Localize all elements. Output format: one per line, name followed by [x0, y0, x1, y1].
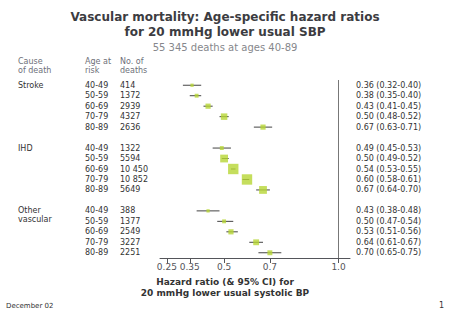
- svg-text:0.36 (0.32-0.40): 0.36 (0.32-0.40): [356, 81, 421, 90]
- svg-text:50-59: 50-59: [85, 217, 108, 226]
- svg-text:2939: 2939: [120, 102, 140, 111]
- svg-text:80-89: 80-89: [85, 185, 108, 194]
- svg-text:50-59: 50-59: [85, 91, 108, 100]
- svg-text:2251: 2251: [120, 248, 140, 257]
- svg-text:80-89: 80-89: [85, 123, 108, 132]
- svg-text:50-59: 50-59: [85, 154, 108, 163]
- svg-text:0.67 (0.63-0.71): 0.67 (0.63-0.71): [356, 123, 421, 132]
- svg-text:80-89: 80-89: [85, 248, 108, 257]
- svg-text:1.0: 1.0: [331, 262, 346, 272]
- svg-text:20 mmHg lower usual systolic B: 20 mmHg lower usual systolic BP: [141, 288, 310, 298]
- svg-text:No. of: No. of: [120, 57, 144, 66]
- svg-text:10 852: 10 852: [120, 175, 148, 184]
- svg-text:December 02: December 02: [6, 302, 53, 310]
- svg-text:10 450: 10 450: [120, 165, 148, 174]
- svg-text:60-69: 60-69: [85, 227, 108, 236]
- svg-text:40-49: 40-49: [85, 206, 108, 215]
- svg-text:40-49: 40-49: [85, 81, 108, 90]
- svg-text:0.53 (0.51-0.56): 0.53 (0.51-0.56): [356, 227, 421, 236]
- svg-text:deaths: deaths: [120, 66, 147, 75]
- svg-text:0.43 (0.41-0.45): 0.43 (0.41-0.45): [356, 102, 421, 111]
- svg-text:of death: of death: [18, 66, 51, 75]
- svg-text:70-79: 70-79: [85, 112, 108, 121]
- svg-text:1372: 1372: [120, 91, 140, 100]
- svg-text:5649: 5649: [120, 185, 140, 194]
- svg-text:0.60 (0.58-0.61): 0.60 (0.58-0.61): [356, 175, 421, 184]
- svg-text:0.43 (0.38-0.48): 0.43 (0.38-0.48): [356, 206, 421, 215]
- svg-text:3227: 3227: [120, 238, 140, 247]
- svg-text:40-49: 40-49: [85, 144, 108, 153]
- svg-text:IHD: IHD: [18, 144, 33, 153]
- svg-text:0.50 (0.48-0.52): 0.50 (0.48-0.52): [356, 112, 421, 121]
- svg-text:for 20 mmHg lower usual SBP: for 20 mmHg lower usual SBP: [124, 25, 325, 39]
- svg-text:2636: 2636: [120, 123, 140, 132]
- svg-text:1377: 1377: [120, 217, 140, 226]
- svg-text:0.5: 0.5: [217, 262, 231, 272]
- svg-text:1322: 1322: [120, 144, 140, 153]
- svg-text:0.50 (0.47-0.54): 0.50 (0.47-0.54): [356, 217, 421, 226]
- svg-text:0.54 (0.53-0.55): 0.54 (0.53-0.55): [356, 165, 421, 174]
- svg-text:Hazard ratio (& 95% CI) for: Hazard ratio (& 95% CI) for: [156, 277, 294, 287]
- svg-text:vascular: vascular: [18, 215, 52, 224]
- svg-text:55 345 deaths at ages 40-89: 55 345 deaths at ages 40-89: [153, 42, 298, 53]
- svg-text:60-69: 60-69: [85, 165, 108, 174]
- svg-text:0.50 (0.49-0.52): 0.50 (0.49-0.52): [356, 154, 421, 163]
- svg-text:70-79: 70-79: [85, 175, 108, 184]
- svg-text:Cause: Cause: [18, 57, 43, 66]
- svg-text:0.38 (0.35-0.40): 0.38 (0.35-0.40): [356, 91, 421, 100]
- svg-text:0.67 (0.64-0.70): 0.67 (0.64-0.70): [356, 185, 421, 194]
- svg-text:60-69: 60-69: [85, 102, 108, 111]
- svg-text:Age at: Age at: [85, 57, 111, 66]
- svg-text:1: 1: [439, 301, 444, 310]
- svg-text:414: 414: [120, 81, 135, 90]
- svg-text:0.35: 0.35: [180, 262, 200, 272]
- svg-text:0.70 (0.65-0.75): 0.70 (0.65-0.75): [356, 248, 421, 257]
- svg-text:388: 388: [120, 206, 135, 215]
- svg-text:risk: risk: [85, 66, 100, 75]
- svg-text:Stroke: Stroke: [18, 81, 44, 90]
- svg-text:Vascular mortality: Age-specif: Vascular mortality: Age-specific hazard …: [70, 10, 379, 24]
- svg-text:2549: 2549: [120, 227, 140, 236]
- svg-text:70-79: 70-79: [85, 238, 108, 247]
- svg-text:0.64 (0.61-0.67): 0.64 (0.61-0.67): [356, 238, 421, 247]
- svg-text:4327: 4327: [120, 112, 140, 121]
- svg-text:0.7: 0.7: [263, 262, 277, 272]
- svg-text:5594: 5594: [120, 154, 140, 163]
- svg-text:0.25: 0.25: [157, 262, 177, 272]
- svg-text:Other: Other: [18, 206, 41, 215]
- svg-text:0.49 (0.45-0.53): 0.49 (0.45-0.53): [356, 144, 421, 153]
